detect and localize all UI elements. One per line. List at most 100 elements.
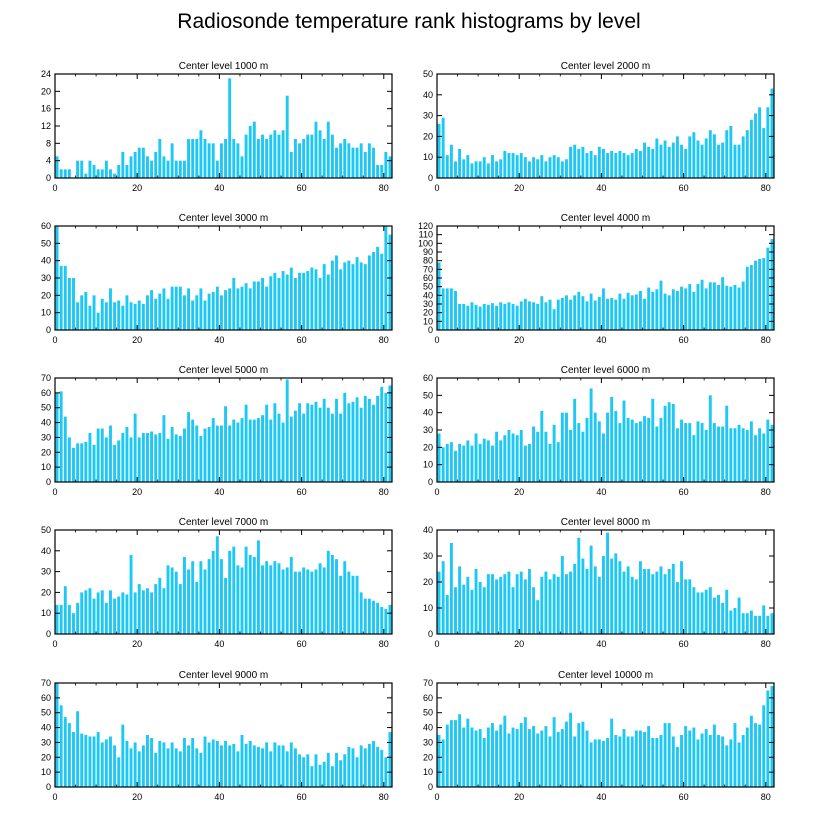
histogram-bar (684, 423, 688, 482)
histogram-bar (76, 160, 80, 178)
histogram-bar (84, 291, 88, 330)
histogram-bar (528, 569, 531, 634)
x-tick-label: 60 (679, 335, 689, 345)
histogram-bar (495, 161, 499, 178)
histogram-bar (265, 742, 269, 787)
histogram-bar (306, 754, 310, 787)
histogram-bar (766, 107, 770, 178)
histogram-bar (372, 252, 375, 330)
histogram-bar (55, 156, 59, 178)
y-tick-label: 30 (423, 425, 433, 435)
y-tick-label: 40 (41, 546, 51, 556)
histogram-bar (269, 419, 273, 482)
histogram-bar (293, 410, 297, 482)
histogram-bar (507, 430, 511, 482)
panel-title: Center level 2000 m (561, 61, 651, 72)
histogram-bar (84, 590, 88, 634)
histogram-bar (187, 412, 191, 482)
histogram-bar (552, 309, 556, 330)
histogram-bar (330, 766, 334, 787)
histogram-bar (84, 173, 88, 178)
histogram-bar (88, 160, 92, 178)
histogram-bar (137, 751, 141, 787)
histogram-bar (466, 155, 470, 178)
histogram-bar (581, 296, 585, 330)
histogram-bar (367, 398, 371, 482)
histogram-bar (511, 587, 515, 634)
histogram-bar (224, 139, 228, 178)
histogram-bar (80, 733, 84, 787)
histogram-bar (154, 434, 158, 482)
histogram-bar (647, 726, 651, 787)
y-tick-label: 60 (41, 221, 51, 231)
y-tick-label: 24 (41, 69, 51, 79)
panel-10: Center level 10000 m 0 20 40 60 80 0 10 20 30 40 50… (423, 670, 775, 802)
histogram-bar (565, 295, 568, 330)
histogram-bar (240, 567, 244, 634)
histogram-bar (528, 161, 531, 178)
x-tick-label: 0 (52, 639, 57, 649)
histogram-bar (507, 733, 511, 787)
histogram-bar (104, 302, 108, 330)
histogram-bar (326, 121, 330, 178)
histogram-bar (454, 161, 457, 178)
histogram-bar (351, 401, 355, 482)
histogram-bar (351, 748, 355, 787)
histogram-bar (363, 152, 367, 178)
x-tick-label: 80 (379, 183, 389, 193)
histogram-bar (59, 604, 63, 634)
histogram-bar (104, 739, 108, 787)
histogram-bar (552, 155, 556, 178)
y-tick-label: 20 (423, 131, 433, 141)
panel-title: Center level 8000 m (561, 517, 651, 528)
histogram-bar (474, 304, 478, 330)
histogram-bar (326, 550, 330, 634)
histogram-bar (219, 295, 223, 330)
histogram-bar (256, 139, 260, 178)
x-tick-label: 40 (596, 792, 606, 802)
histogram-bar (491, 155, 494, 178)
histogram-bar (150, 290, 154, 330)
histogram-bar (700, 733, 704, 787)
x-tick-label: 40 (596, 183, 606, 193)
histogram-bar (569, 430, 573, 482)
histogram-bar (215, 160, 219, 178)
histogram-bar (146, 295, 149, 330)
histogram-bar (273, 130, 277, 178)
x-tick-label: 60 (679, 792, 689, 802)
histogram-bar (601, 740, 605, 787)
histogram-bar (495, 431, 499, 482)
histogram-bar (141, 745, 145, 787)
histogram-bar (187, 569, 191, 634)
x-tick-label: 20 (514, 183, 524, 193)
histogram-bar (618, 293, 622, 330)
histogram-bar (347, 746, 351, 787)
histogram-bar (745, 613, 749, 634)
histogram-bar (67, 604, 71, 634)
histogram-bar (265, 286, 269, 330)
y-tick-label: 60 (41, 388, 51, 398)
histogram-bar (647, 569, 651, 634)
x-tick-label: 80 (761, 335, 771, 345)
histogram-bar (569, 299, 573, 330)
y-tick-label: 16 (41, 104, 51, 114)
histogram-bar (191, 419, 195, 482)
histogram-bar (585, 569, 589, 634)
histogram-bar (113, 745, 117, 787)
y-tick-label: 10 (41, 767, 51, 777)
histogram-bar (770, 239, 774, 330)
histogram-bar (104, 602, 108, 634)
histogram-bar (158, 740, 162, 787)
histogram-bar (606, 532, 610, 634)
histogram-bar (298, 272, 301, 330)
histogram-bar (158, 139, 162, 178)
histogram-bar (717, 144, 720, 178)
histogram-bar (293, 748, 297, 787)
plot-frame (54, 529, 393, 635)
histogram-bar (129, 302, 133, 330)
histogram-bar (622, 400, 626, 482)
histogram-bar (133, 304, 137, 330)
y-tick-label: 30 (41, 273, 51, 283)
histogram-bar (675, 746, 679, 787)
histogram-bar (228, 550, 232, 634)
